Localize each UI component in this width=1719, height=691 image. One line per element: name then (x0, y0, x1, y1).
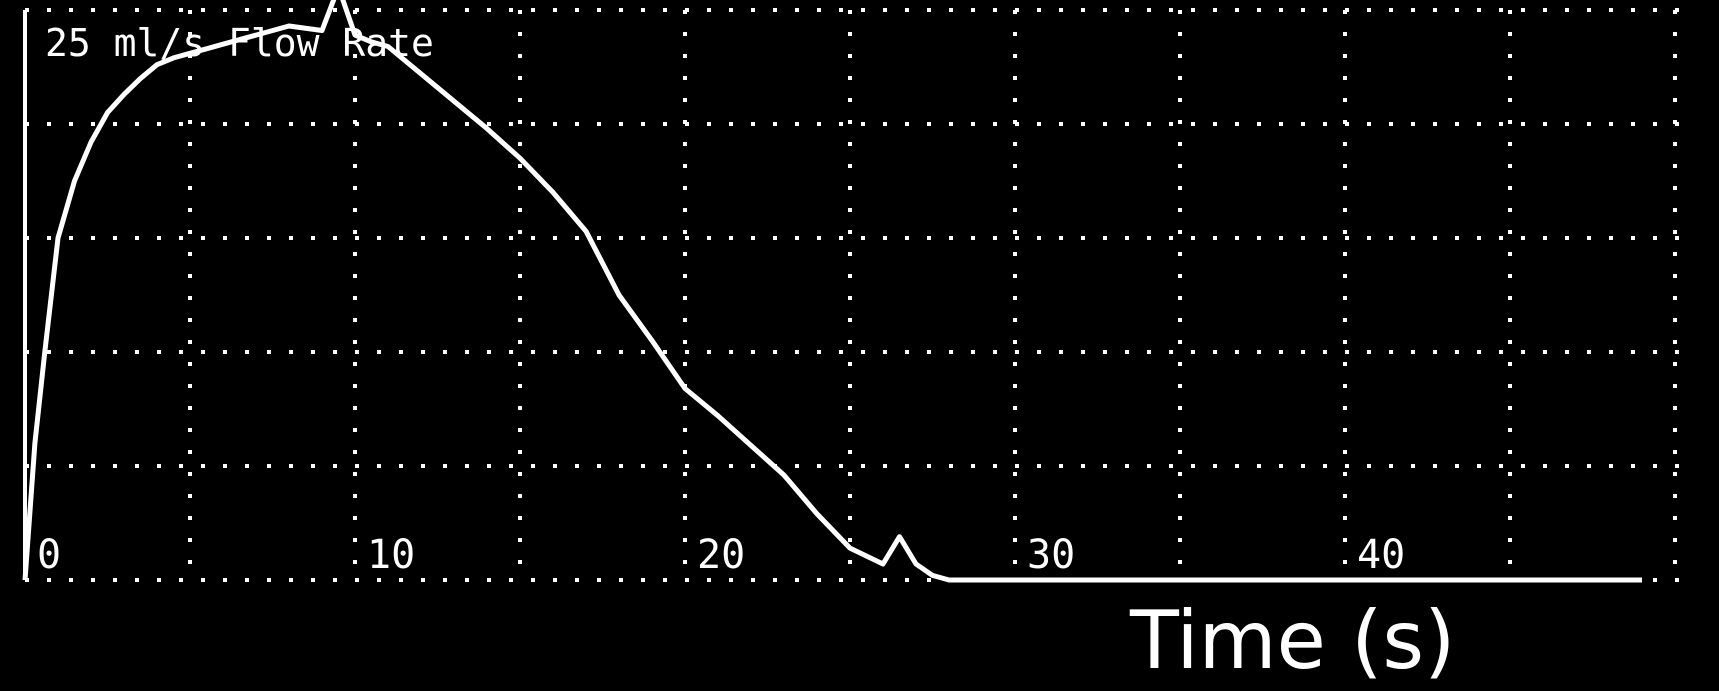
x-axis-label: Time (s) (1129, 594, 1455, 687)
x-tick-label: 10 (367, 532, 415, 578)
x-tick-label: 0 (37, 532, 61, 578)
x-tick-label: 30 (1027, 532, 1075, 578)
flow-rate-series-line (22, 0, 1642, 583)
x-tick-labels: 0 10 20 30 40 (37, 532, 1405, 578)
x-tick-label: 40 (1357, 532, 1405, 578)
series-layer (22, 0, 1642, 583)
x-tick-label: 20 (697, 532, 745, 578)
chart-title: 25 ml/s Flow Rate (45, 21, 434, 65)
grid-layer (25, 8, 1690, 582)
